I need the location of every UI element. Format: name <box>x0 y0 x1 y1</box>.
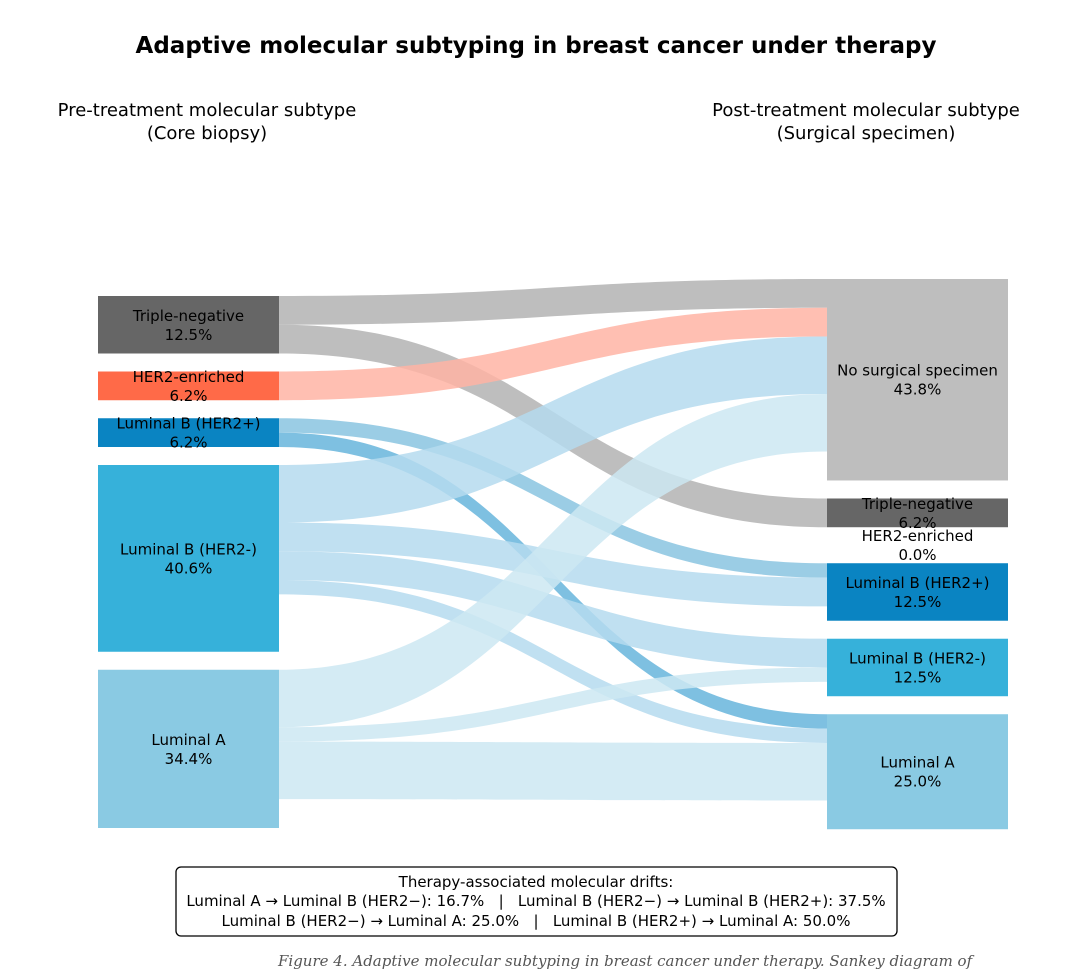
right-node-pct-R_TN: 6.2% <box>898 514 936 532</box>
left-node-pct-L_TN: 12.5% <box>165 326 213 344</box>
flow-L_TN-to-R_NS <box>279 279 827 325</box>
flow-L_LA-to-R_LA <box>279 741 827 801</box>
annotation-heading: Therapy-associated molecular drifts: <box>398 873 674 891</box>
right-node-R_LA <box>827 714 1008 830</box>
right-node-label-R_TN: Triple-negative <box>861 495 973 513</box>
label-layer: Triple-negative12.5%HER2-enriched6.2%Lum… <box>116 307 997 791</box>
node-layer <box>98 279 1008 830</box>
flow-layer <box>279 279 827 801</box>
figure-caption: Figure 4. Adaptive molecular subtyping i… <box>277 952 975 970</box>
left-node-label-L_TN: Triple-negative <box>132 307 244 325</box>
right-node-pct-R_LBP: 12.5% <box>894 593 942 611</box>
left-node-label-L_LBN: Luminal B (HER2-) <box>120 540 257 558</box>
left-node-pct-L_LBP: 6.2% <box>169 434 207 452</box>
annotation-line1: Luminal A → Luminal B (HER2−): 16.7% | L… <box>186 892 885 910</box>
annotation-box <box>175 866 898 937</box>
left-node-pct-L_LBN: 40.6% <box>165 559 213 577</box>
annotation-line2: Luminal B (HER2−) → Luminal A: 25.0% | L… <box>222 912 851 930</box>
left-header-line2: (Core biopsy) <box>147 123 267 144</box>
right-node-label-R_HER2: HER2-enriched <box>862 527 974 545</box>
left-node-pct-L_HER2: 6.2% <box>169 387 207 405</box>
right-node-label-R_NS: No surgical specimen <box>837 362 998 380</box>
flow-L_LA-to-R_LBN <box>279 667 827 742</box>
left-node-label-L_HER2: HER2-enriched <box>133 368 245 386</box>
left-node-L_LBP <box>98 418 279 447</box>
flow-L_LBN-to-R_NS <box>279 336 827 523</box>
right-node-pct-R_NS: 43.8% <box>894 381 942 399</box>
right-node-R_TN <box>827 498 1008 528</box>
flow-L_HER2-to-R_NS <box>279 307 827 401</box>
left-header-line1: Pre-treatment molecular subtype <box>58 100 357 121</box>
chart-title: Adaptive molecular subtyping in breast c… <box>136 33 937 59</box>
flow-L_LBN-to-R_LA <box>279 580 827 743</box>
right-node-pct-R_LA: 25.0% <box>894 773 942 791</box>
right-node-label-R_LA: Luminal A <box>880 754 955 772</box>
right-node-label-R_LBN: Luminal B (HER2-) <box>849 649 986 667</box>
flow-L_LBN-to-R_LBN <box>279 551 827 668</box>
left-node-L_LA <box>98 669 279 828</box>
right-node-R_LBN <box>827 638 1008 697</box>
flow-L_LBP-to-R_LBP <box>279 418 827 578</box>
right-node-label-R_LBP: Luminal B (HER2+) <box>845 574 989 592</box>
right-node-R_LBP <box>827 563 1008 621</box>
left-node-L_TN <box>98 296 279 354</box>
left-node-L_LBN <box>98 465 279 652</box>
right-node-pct-R_LBN: 12.5% <box>894 668 942 686</box>
flow-L_LA-to-R_NS <box>279 394 827 728</box>
right-node-pct-R_HER2: 0.0% <box>898 546 936 564</box>
right-header-line1: Post-treatment molecular subtype <box>712 100 1020 121</box>
right-header-line2: (Surgical specimen) <box>777 123 956 144</box>
left-node-label-L_LA: Luminal A <box>151 731 226 749</box>
left-node-pct-L_LA: 34.4% <box>165 750 213 768</box>
right-node-R_NS <box>827 279 1008 481</box>
left-node-label-L_LBP: Luminal B (HER2+) <box>116 415 260 433</box>
left-node-L_HER2 <box>98 371 279 401</box>
